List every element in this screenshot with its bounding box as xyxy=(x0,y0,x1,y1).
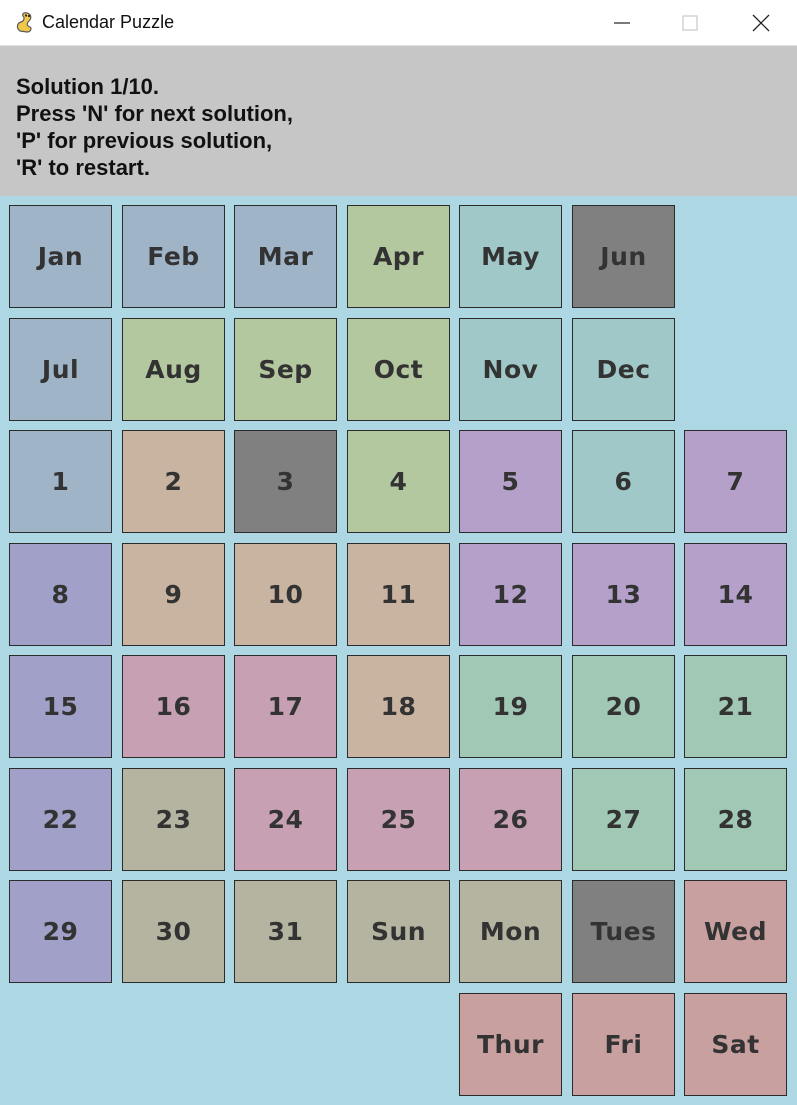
board-cell-11[interactable]: 11 xyxy=(347,543,450,646)
board-cell-20[interactable]: 20 xyxy=(572,655,675,758)
maximize-icon xyxy=(682,15,698,31)
board-cell-aug[interactable]: Aug xyxy=(122,318,225,421)
board-cell-10[interactable]: 10 xyxy=(234,543,337,646)
board-cell-jul[interactable]: Jul xyxy=(9,318,112,421)
board-cell-15[interactable]: 15 xyxy=(9,655,112,758)
board-cell-jun[interactable]: Jun xyxy=(572,205,675,308)
puzzle-board[interactable]: Jan Feb Mar Apr May Jun Jul Aug Sep Oct Nov Dec 1 2 3 4… xyxy=(0,196,797,1105)
board-cell-5[interactable]: 5 xyxy=(459,430,562,533)
board-cell-1[interactable]: 1 xyxy=(9,430,112,533)
board-cell-13[interactable]: 13 xyxy=(572,543,675,646)
board-cell-25[interactable]: 25 xyxy=(347,768,450,871)
board-cell-12[interactable]: 12 xyxy=(459,543,562,646)
solution-counter: Solution 1/10. xyxy=(16,74,160,99)
board-cell-28[interactable]: 28 xyxy=(684,768,787,871)
board-cell-sun[interactable]: Sun xyxy=(347,880,450,983)
board-cell-sep[interactable]: Sep xyxy=(234,318,337,421)
board-cell-oct[interactable]: Oct xyxy=(347,318,450,421)
board-cell-23[interactable]: 23 xyxy=(122,768,225,871)
board-cell-3[interactable]: 3 xyxy=(234,430,337,533)
board-cell-sat[interactable]: Sat xyxy=(684,993,787,1096)
board-cell-19[interactable]: 19 xyxy=(459,655,562,758)
board-cell-8[interactable]: 8 xyxy=(9,543,112,646)
board-cell-6[interactable]: 6 xyxy=(572,430,675,533)
board-cell-wed[interactable]: Wed xyxy=(684,880,787,983)
board-cell-31[interactable]: 31 xyxy=(234,880,337,983)
window-title: Calendar Puzzle xyxy=(42,12,175,32)
board-cell-thur[interactable]: Thur xyxy=(459,993,562,1096)
board-cell-feb[interactable]: Feb xyxy=(122,205,225,308)
board-cell-tues[interactable]: Tues xyxy=(572,880,675,983)
instructions-panel: Solution 1/10. Press 'N' for next soluti… xyxy=(0,46,797,196)
board-cell-2[interactable]: 2 xyxy=(122,430,225,533)
board-cell-18[interactable]: 18 xyxy=(347,655,450,758)
board-cell-fri[interactable]: Fri xyxy=(572,993,675,1096)
restart-hint: 'R' to restart. xyxy=(16,155,150,180)
board-cell-mar[interactable]: Mar xyxy=(234,205,337,308)
next-solution-hint: Press 'N' for next solution, xyxy=(16,101,293,126)
previous-solution-hint: 'P' for previous solution, xyxy=(16,128,273,153)
close-button[interactable] xyxy=(727,0,795,46)
board-cell-mon[interactable]: Mon xyxy=(459,880,562,983)
board-cell-27[interactable]: 27 xyxy=(572,768,675,871)
board-cell-24[interactable]: 24 xyxy=(234,768,337,871)
pygame-snake-icon xyxy=(14,11,36,33)
board-cell-dec[interactable]: Dec xyxy=(572,318,675,421)
maximize-button[interactable] xyxy=(656,0,724,46)
minimize-button[interactable] xyxy=(588,0,656,46)
title-bar[interactable]: Calendar Puzzle xyxy=(0,0,797,46)
board-cell-4[interactable]: 4 xyxy=(347,430,450,533)
board-cell-nov[interactable]: Nov xyxy=(459,318,562,421)
board-cell-21[interactable]: 21 xyxy=(684,655,787,758)
board-cell-30[interactable]: 30 xyxy=(122,880,225,983)
board-cell-29[interactable]: 29 xyxy=(9,880,112,983)
board-cell-jan[interactable]: Jan xyxy=(9,205,112,308)
board-cell-14[interactable]: 14 xyxy=(684,543,787,646)
board-cell-22[interactable]: 22 xyxy=(9,768,112,871)
board-cell-7[interactable]: 7 xyxy=(684,430,787,533)
minimize-icon xyxy=(614,22,630,24)
board-cell-apr[interactable]: Apr xyxy=(347,205,450,308)
close-icon xyxy=(752,14,770,32)
board-cell-may[interactable]: May xyxy=(459,205,562,308)
board-cell-16[interactable]: 16 xyxy=(122,655,225,758)
board-cell-9[interactable]: 9 xyxy=(122,543,225,646)
board-cell-26[interactable]: 26 xyxy=(459,768,562,871)
board-cell-17[interactable]: 17 xyxy=(234,655,337,758)
